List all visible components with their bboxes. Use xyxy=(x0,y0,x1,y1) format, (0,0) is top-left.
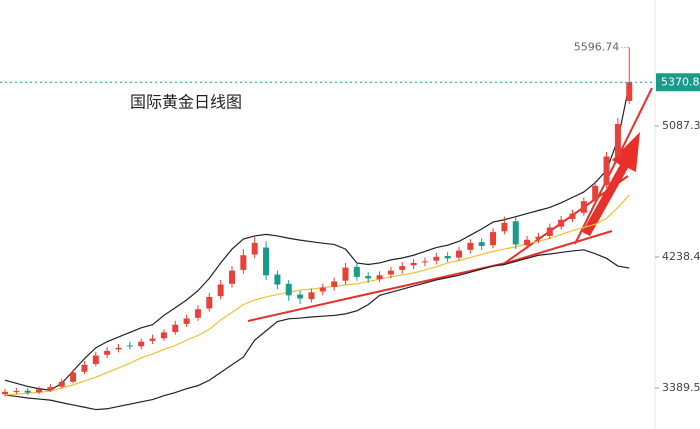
candle-body xyxy=(251,242,258,255)
candle-body xyxy=(2,391,8,395)
candle-body xyxy=(149,338,156,341)
candle-body xyxy=(365,276,372,279)
candle-body xyxy=(36,389,43,393)
candle-body xyxy=(160,332,167,339)
candle-body xyxy=(342,267,349,281)
trend-line xyxy=(499,230,613,266)
candle-body xyxy=(92,355,99,365)
candle-body xyxy=(490,232,497,246)
candle-body xyxy=(138,341,145,347)
candle-body xyxy=(467,242,474,250)
candle-body xyxy=(240,255,247,270)
candle-body xyxy=(13,391,20,393)
candle-body xyxy=(194,309,201,318)
candle-body xyxy=(308,292,315,300)
candle-body xyxy=(274,274,281,285)
candle-body xyxy=(217,284,224,297)
candle-body xyxy=(569,213,576,219)
candle-body xyxy=(580,201,587,213)
y-tick-label: 5087.39 xyxy=(662,119,700,132)
candle-body xyxy=(614,124,621,157)
candle-body xyxy=(478,242,485,246)
y-tick-label: 4238.48 xyxy=(662,250,700,263)
y-tick-label: 3389.56 xyxy=(662,381,700,394)
indicator-line xyxy=(4,194,630,396)
candle-body xyxy=(206,296,213,309)
candle-body xyxy=(353,266,360,277)
candle-body xyxy=(229,270,235,284)
y-tick-label: 5936.3 xyxy=(662,0,700,1)
candle-body xyxy=(387,270,394,275)
candle-body xyxy=(603,156,610,186)
candle-body xyxy=(524,239,531,246)
candle-body xyxy=(512,221,519,245)
candle-body xyxy=(172,324,179,333)
candle-body xyxy=(592,185,599,201)
arrow xyxy=(582,132,640,236)
candle-body xyxy=(376,275,383,280)
price-box xyxy=(656,73,700,92)
candle-body xyxy=(331,281,338,287)
candle-body xyxy=(70,372,77,382)
candle-body xyxy=(433,256,440,261)
candle-body xyxy=(297,294,304,299)
candle-body xyxy=(104,350,111,355)
candle-body xyxy=(263,247,270,276)
candle-body xyxy=(319,287,326,292)
chart-title: 国际黄金日线图 xyxy=(130,93,242,112)
high-label: 5596.74 xyxy=(574,40,620,53)
candle-body xyxy=(626,82,633,101)
candle-body xyxy=(285,283,292,296)
price-label: 5370.87 xyxy=(661,75,700,88)
candle-body xyxy=(183,318,190,324)
indicator-line xyxy=(4,84,630,391)
candle-body xyxy=(444,256,451,259)
candle-body xyxy=(126,345,133,347)
trend-line xyxy=(247,261,511,322)
candle-body xyxy=(421,261,428,263)
candle-body xyxy=(410,262,417,266)
candle-body xyxy=(81,364,88,372)
candle-body xyxy=(501,222,508,232)
candle-body xyxy=(47,387,54,390)
candle-body xyxy=(546,227,553,236)
candle-body xyxy=(399,266,406,270)
trend-lines xyxy=(247,87,653,322)
candle-body xyxy=(456,250,462,258)
candle-body xyxy=(535,236,542,240)
indicator-line xyxy=(4,249,630,411)
candle-body xyxy=(58,381,65,387)
candle-body xyxy=(558,219,565,227)
candle-body xyxy=(24,390,31,393)
trend-line xyxy=(574,87,653,245)
candle-body xyxy=(115,347,122,350)
